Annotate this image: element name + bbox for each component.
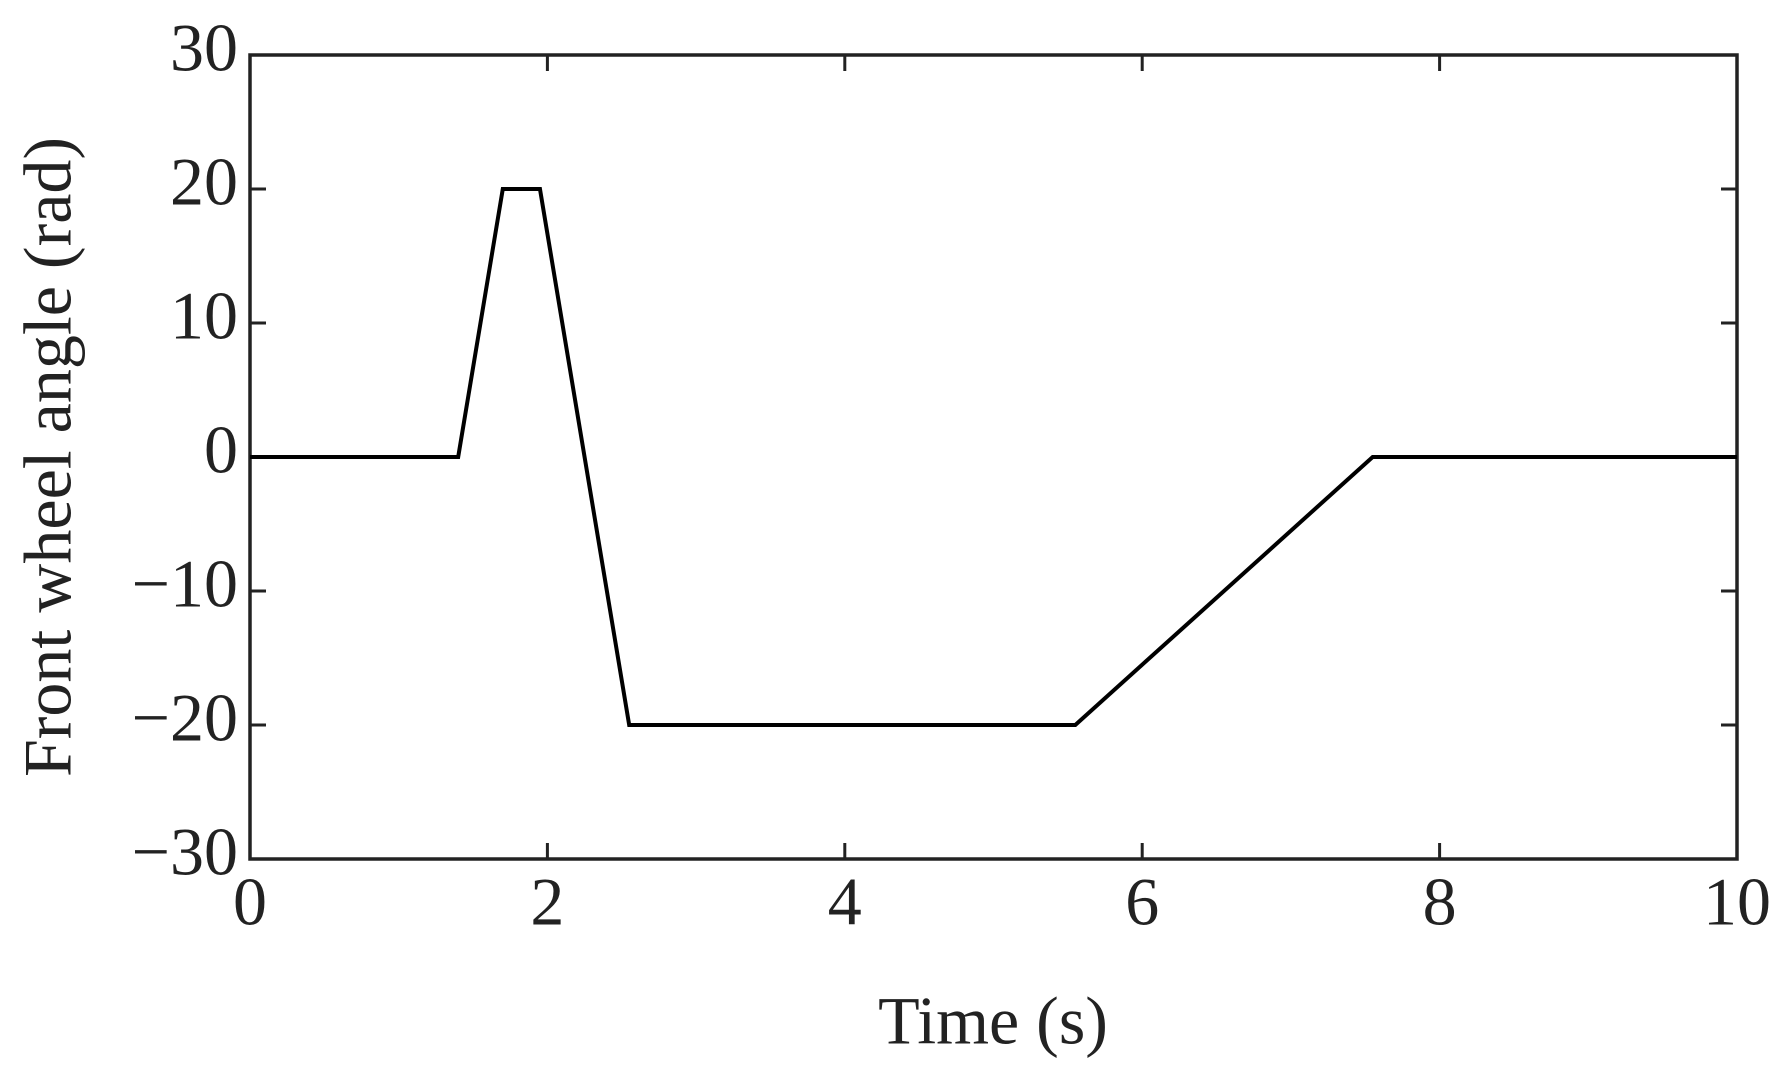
x-tick-label: 2 xyxy=(530,864,564,940)
y-tick-label: 0 xyxy=(204,412,238,488)
data-line xyxy=(250,187,1737,727)
x-axis-label: Time (s) xyxy=(878,983,1108,1059)
y-tick-label: 30 xyxy=(170,10,238,86)
y-tick-label: 10 xyxy=(170,278,238,354)
y-tick-label: −20 xyxy=(132,680,238,756)
x-tick-label: 0 xyxy=(233,864,267,940)
x-tick-label: 6 xyxy=(1125,864,1159,940)
y-tick-label: −30 xyxy=(132,814,238,890)
x-tick-label: 10 xyxy=(1703,864,1771,940)
y-tick-label: −10 xyxy=(132,546,238,622)
x-tick-label: 4 xyxy=(828,864,862,940)
x-tick-label: 8 xyxy=(1423,864,1457,940)
y-tick-label: 20 xyxy=(170,144,238,220)
y-axis-label: Front wheel angle (rad) xyxy=(10,137,86,777)
